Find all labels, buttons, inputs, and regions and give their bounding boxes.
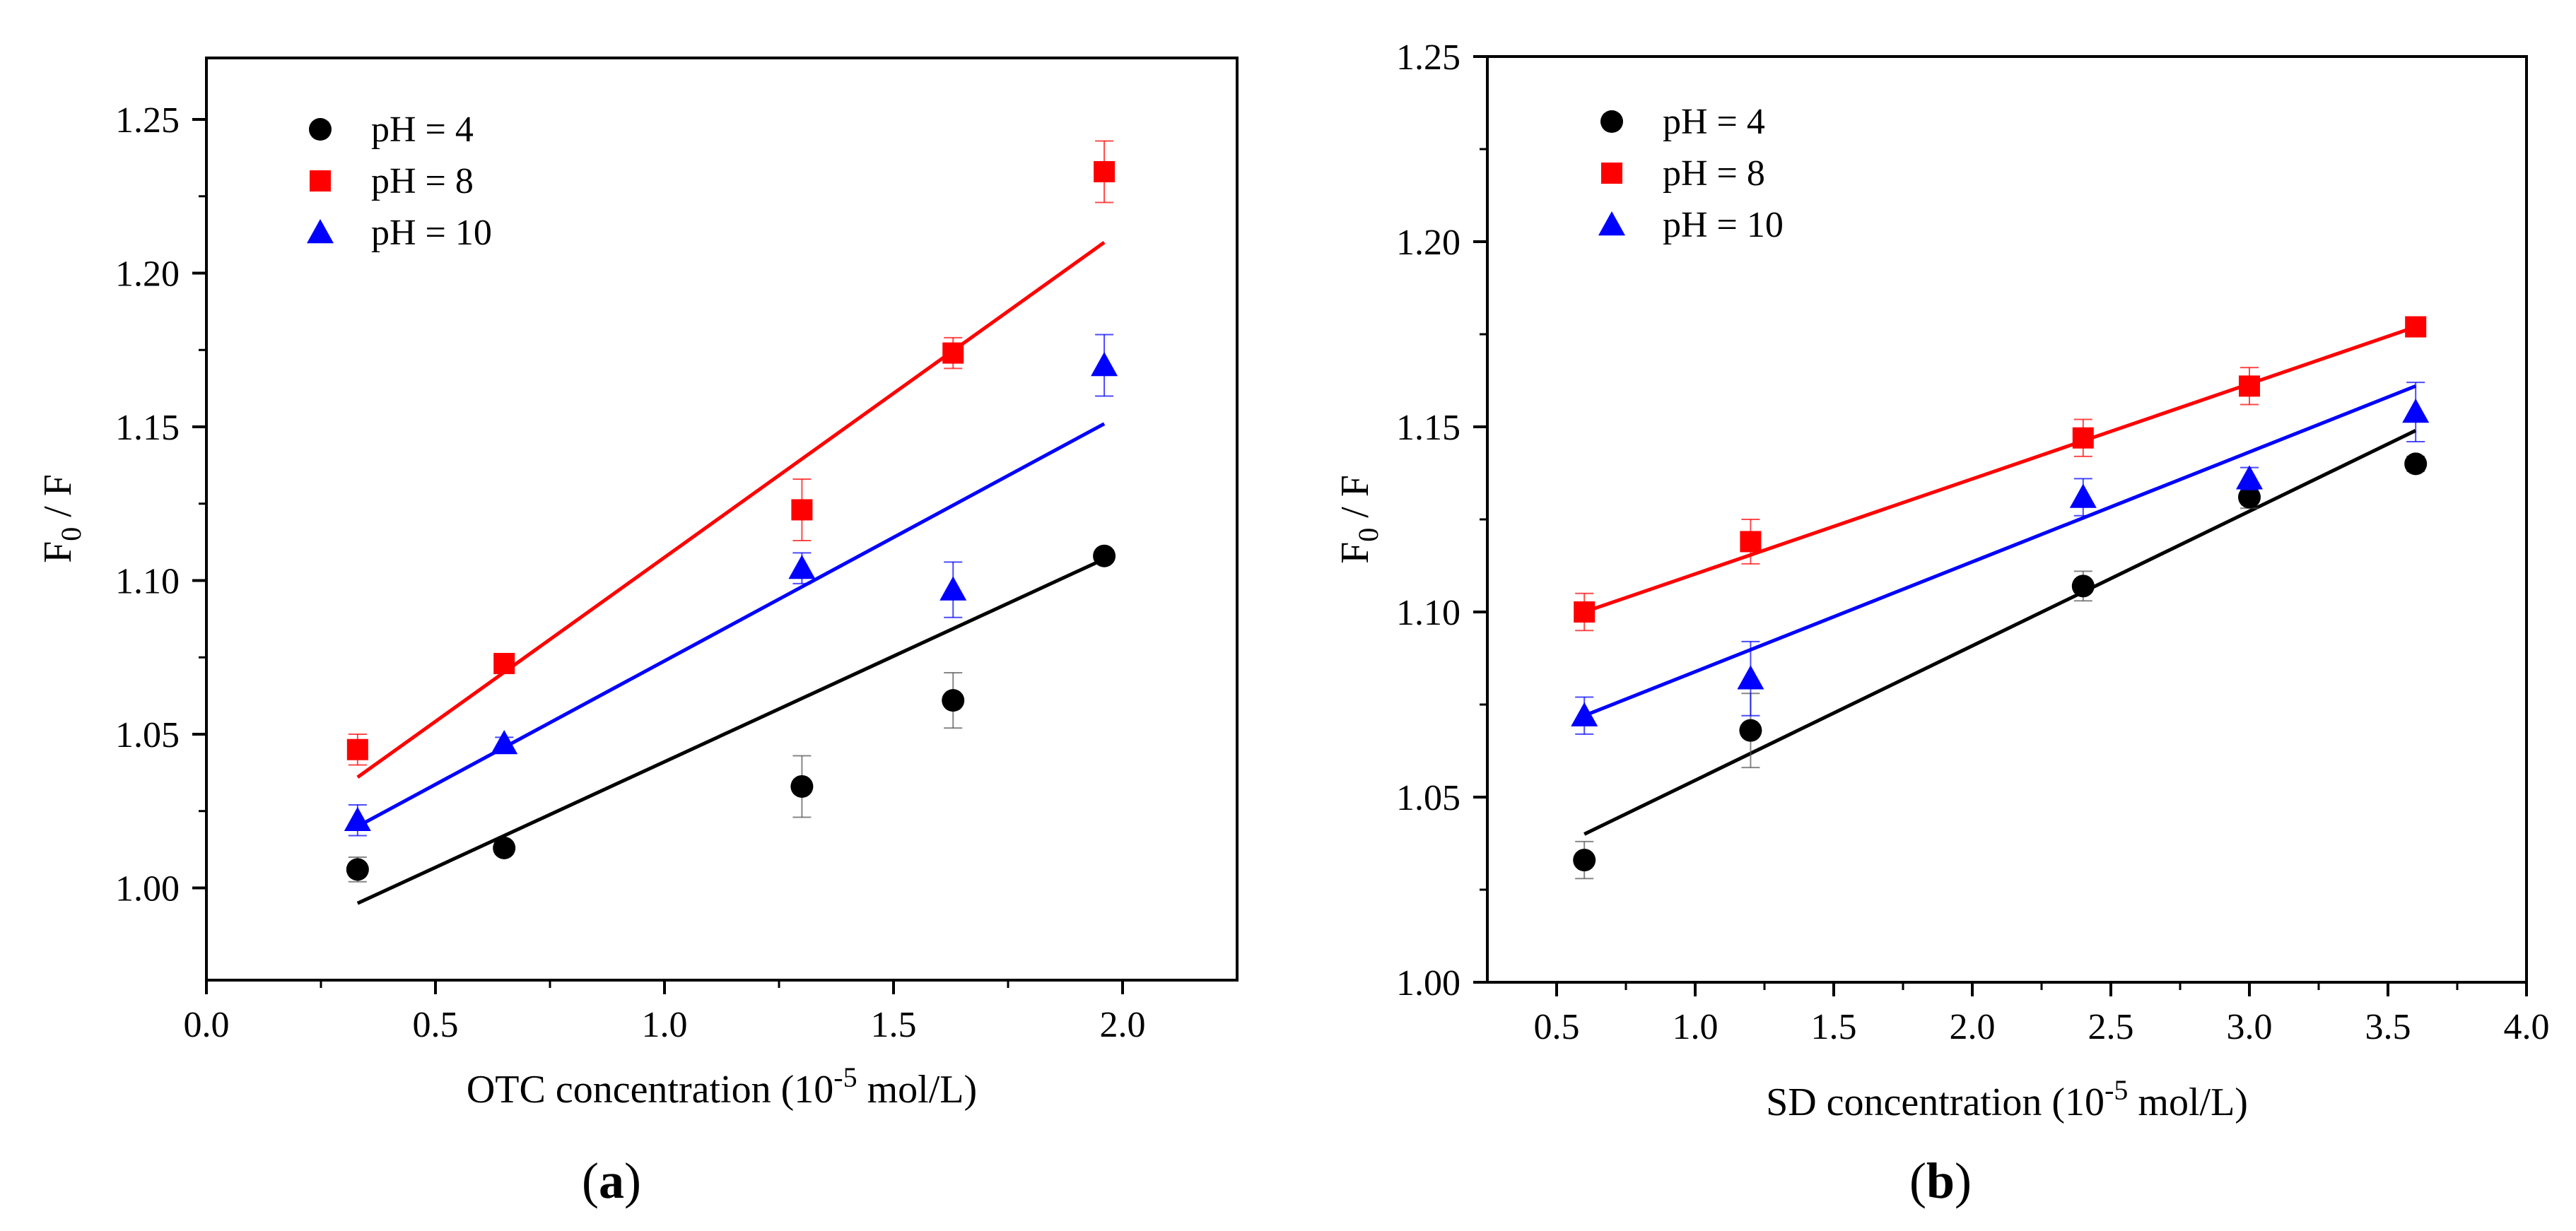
y-axis-title-a: F0 / F xyxy=(36,474,87,563)
x-axis-title-b: SD concentration (10-5 mol/L) xyxy=(1766,1074,2248,1124)
data-point-b-triangle xyxy=(1571,702,1598,726)
data-point-a-square xyxy=(942,342,964,364)
data-point-a-triangle xyxy=(939,576,967,601)
panel-label-b: (b) xyxy=(1909,1153,1972,1209)
data-point-b-circle xyxy=(2071,575,2095,598)
legend-marker-a-square xyxy=(310,170,331,192)
data-point-b-square xyxy=(2405,316,2427,338)
y-tick-label-b: 1.00 xyxy=(1396,963,1460,1003)
x-tick-label-b: 4.0 xyxy=(2504,1007,2550,1047)
data-point-a-square xyxy=(493,652,515,674)
x-tick-label-b: 2.0 xyxy=(1950,1007,1996,1047)
x-tick-label-b: 2.5 xyxy=(2088,1007,2134,1047)
y-axis-title-b: F0 / F xyxy=(1333,475,1384,564)
legend-label-b-triangle: pH = 10 xyxy=(1663,205,1784,245)
y-tick-label-a: 1.15 xyxy=(115,408,180,448)
data-point-a-circle xyxy=(1093,544,1116,567)
data-point-b-circle xyxy=(2238,485,2261,509)
fit-line-a-triangle xyxy=(356,422,1106,828)
x-tick-label-b: 3.0 xyxy=(2227,1007,2273,1047)
data-point-a-square xyxy=(1094,160,1116,182)
data-point-b-triangle xyxy=(1737,665,1764,690)
fit-line-a-circle xyxy=(356,557,1106,905)
data-point-b-square xyxy=(2239,375,2260,397)
data-point-a-circle xyxy=(942,689,965,712)
x-tick-label-a: 2.0 xyxy=(1100,1005,1146,1045)
data-point-b-triangle xyxy=(2236,465,2263,490)
data-point-a-square xyxy=(791,499,813,521)
y-tick-label-b: 1.20 xyxy=(1396,223,1460,263)
y-tick-label-a: 1.00 xyxy=(115,869,180,909)
data-point-a-triangle xyxy=(491,730,518,755)
fit-line-b-triangle xyxy=(1583,384,2417,718)
data-point-b-square xyxy=(1574,601,1596,623)
plot-frame-a xyxy=(205,57,1239,982)
legend-label-b-circle: pH = 4 xyxy=(1663,102,1765,142)
legend-b: pH = 4 pH = 8 pH = 10 xyxy=(1598,102,1784,245)
data-point-a-circle xyxy=(790,774,814,798)
x-tick-label-b: 0.5 xyxy=(1534,1007,1580,1047)
legend-label-a-circle: pH = 4 xyxy=(371,110,474,150)
legend-a: pH = 4 pH = 8 pH = 10 xyxy=(307,110,492,253)
chart-panel-b: 0.5 1.0 1.5 2.0 2.5 3.0 3.5 4.0 1.00 1.05 1.10 1.15… xyxy=(1333,37,2550,1209)
data-point-a-triangle xyxy=(344,806,371,831)
legend-label-a-triangle: pH = 10 xyxy=(371,213,492,253)
x-axis-title-a: OTC concentration (10-5 mol/L) xyxy=(467,1061,977,1112)
legend-marker-b-triangle xyxy=(1598,211,1625,236)
data-point-b-circle xyxy=(2404,452,2428,476)
data-point-b-triangle xyxy=(2069,483,2097,508)
x-tick-label-a: 1.0 xyxy=(642,1005,688,1045)
legend-marker-a-triangle xyxy=(307,219,334,244)
y-tick-label-a: 1.25 xyxy=(115,100,180,141)
y-tick-label-b: 1.10 xyxy=(1396,593,1460,633)
fit-line-b-square xyxy=(1583,325,2417,614)
chart-panel-a: 0.0 0.5 1.0 1.5 2.01.001.051.101.151.201.25 … xyxy=(36,57,1239,1209)
data-point-a-circle xyxy=(493,836,516,859)
y-tick-label-a: 1.20 xyxy=(115,254,180,295)
legend-marker-a-circle xyxy=(309,118,332,141)
y-tick-label-b: 1.25 xyxy=(1396,37,1460,78)
fit-line-a-square xyxy=(356,240,1106,779)
data-point-a-triangle xyxy=(788,555,816,579)
fit-line-b-circle xyxy=(1583,428,2417,836)
plot-frame-b xyxy=(1486,55,2528,984)
y-tick-label-b: 1.05 xyxy=(1396,778,1460,818)
y-tick-label-b: 1.15 xyxy=(1396,408,1460,448)
x-tick-label-b: 1.5 xyxy=(1811,1007,1857,1047)
x-tick-label-a: 1.5 xyxy=(871,1005,917,1045)
panel-label-a: (a) xyxy=(582,1153,641,1209)
legend-marker-b-square xyxy=(1601,163,1622,184)
data-point-b-triangle xyxy=(2402,399,2430,423)
legend-label-a-square: pH = 8 xyxy=(371,161,474,201)
data-point-b-square xyxy=(2072,427,2094,449)
data-point-a-circle xyxy=(346,858,369,881)
y-tick-label-a: 1.10 xyxy=(115,562,180,602)
data-point-b-circle xyxy=(1739,719,1762,742)
x-tick-label-b: 1.0 xyxy=(1673,1007,1719,1047)
data-point-b-square xyxy=(1740,531,1762,553)
legend-marker-b-circle xyxy=(1600,110,1623,133)
data-point-a-triangle xyxy=(1091,352,1118,377)
legend-label-b-square: pH = 8 xyxy=(1663,153,1765,194)
x-tick-label-b: 3.5 xyxy=(2365,1007,2411,1047)
data-point-b-circle xyxy=(1573,849,1596,872)
x-tick-label-a: 0.5 xyxy=(413,1005,459,1045)
y-tick-label-a: 1.05 xyxy=(115,715,180,755)
x-tick-label-a: 0.0 xyxy=(184,1005,230,1045)
data-point-a-square xyxy=(346,738,368,760)
